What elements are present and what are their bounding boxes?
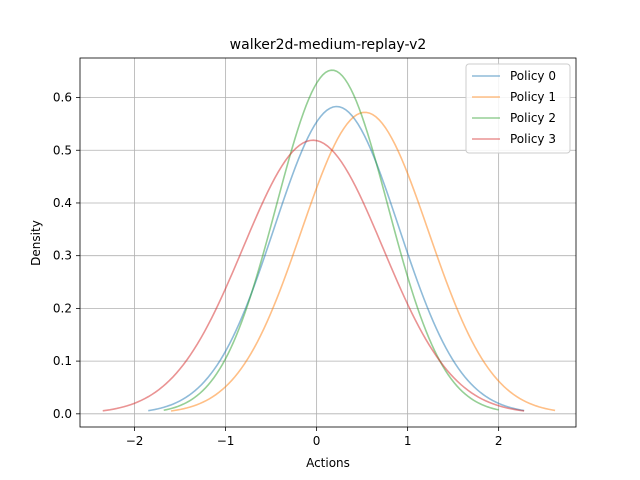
x-axis-title: Actions <box>306 456 350 470</box>
y-axis-title: Density <box>29 220 43 266</box>
series-lines <box>102 69 556 412</box>
y-tick-label: 0.5 <box>53 143 72 157</box>
x-tick-label: 0 <box>313 434 321 448</box>
legend: Policy 0 Policy 1 Policy 2 Policy 3 <box>465 63 571 154</box>
series-line-policy-3 <box>102 139 525 412</box>
legend-label: Policy 1 <box>510 90 556 104</box>
y-tick-label: 0.2 <box>53 301 72 315</box>
series-line-policy-0 <box>148 105 525 412</box>
chart-title: walker2d-medium-replay-v2 <box>230 37 427 53</box>
y-tick-label: 0.6 <box>53 91 72 105</box>
y-tick-label: 0.4 <box>53 196 72 210</box>
plot-frame <box>79 57 577 428</box>
x-tick-label: 1 <box>404 434 412 448</box>
y-tick-label: 0.0 <box>53 407 72 421</box>
x-tick-label: −1 <box>217 434 235 448</box>
x-tick-label: 2 <box>495 434 503 448</box>
y-tick-label: 0.3 <box>53 249 72 263</box>
legend-box <box>465 63 571 154</box>
x-tick-label: −2 <box>126 434 144 448</box>
legend-label: Policy 0 <box>510 69 556 83</box>
y-tick-label: 0.1 <box>53 354 72 368</box>
legend-label: Policy 2 <box>510 111 556 125</box>
axis-ticks: −2 −1 0 1 2 0.0 0.1 0.2 0.3 0.4 0.5 0.6 <box>53 91 503 448</box>
legend-label: Policy 3 <box>510 132 556 146</box>
series-line-policy-1 <box>170 111 556 412</box>
